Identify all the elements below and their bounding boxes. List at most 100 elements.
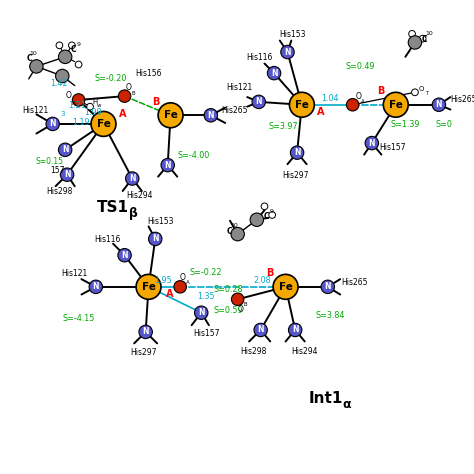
Circle shape bbox=[46, 117, 59, 131]
Text: His153: His153 bbox=[279, 30, 306, 39]
Text: His265: His265 bbox=[451, 95, 474, 104]
Text: B: B bbox=[131, 91, 135, 96]
Text: O: O bbox=[66, 91, 72, 100]
Circle shape bbox=[174, 281, 186, 293]
Circle shape bbox=[383, 92, 408, 117]
Text: C: C bbox=[264, 212, 269, 221]
Text: His157: His157 bbox=[193, 329, 219, 338]
Text: 9: 9 bbox=[77, 42, 81, 47]
Text: His294: His294 bbox=[292, 346, 318, 356]
Circle shape bbox=[91, 111, 116, 137]
Circle shape bbox=[289, 323, 302, 337]
Circle shape bbox=[139, 325, 152, 338]
Circle shape bbox=[89, 280, 102, 293]
Text: Int1: Int1 bbox=[309, 392, 343, 406]
Text: His153: His153 bbox=[147, 217, 173, 226]
Circle shape bbox=[56, 42, 63, 49]
Text: N: N bbox=[164, 161, 171, 170]
Text: S=0.59: S=0.59 bbox=[213, 306, 243, 315]
Text: S=-0.22: S=-0.22 bbox=[190, 268, 222, 277]
Text: Fe: Fe bbox=[389, 100, 403, 110]
Circle shape bbox=[126, 172, 139, 185]
Circle shape bbox=[136, 274, 161, 299]
Text: 10: 10 bbox=[230, 223, 237, 228]
Text: T: T bbox=[425, 91, 428, 96]
Text: 1.04: 1.04 bbox=[321, 93, 338, 102]
Text: N: N bbox=[284, 47, 291, 56]
Text: N: N bbox=[436, 100, 442, 109]
Text: N: N bbox=[152, 235, 158, 244]
Circle shape bbox=[161, 158, 174, 172]
Text: A: A bbox=[72, 101, 76, 106]
Text: 1.21: 1.21 bbox=[68, 101, 85, 110]
Circle shape bbox=[194, 306, 208, 319]
Text: B: B bbox=[153, 97, 160, 107]
Circle shape bbox=[148, 232, 162, 246]
Circle shape bbox=[118, 90, 131, 102]
Text: His298: His298 bbox=[240, 346, 266, 356]
Text: N: N bbox=[325, 283, 331, 292]
Text: C: C bbox=[422, 35, 428, 44]
Circle shape bbox=[365, 137, 379, 150]
Circle shape bbox=[267, 66, 281, 80]
Text: B: B bbox=[244, 301, 247, 307]
Text: S=3.84: S=3.84 bbox=[316, 311, 345, 320]
Text: 10: 10 bbox=[30, 52, 37, 56]
Text: N: N bbox=[92, 283, 99, 292]
Text: His298: His298 bbox=[46, 187, 73, 196]
Circle shape bbox=[269, 211, 275, 219]
Text: 2.08: 2.08 bbox=[254, 275, 272, 284]
Circle shape bbox=[419, 35, 426, 42]
Text: N: N bbox=[208, 111, 214, 120]
Text: S=0.49: S=0.49 bbox=[346, 62, 375, 71]
Text: N: N bbox=[142, 328, 149, 337]
Text: N: N bbox=[369, 138, 375, 147]
Text: TS1: TS1 bbox=[97, 200, 129, 215]
Circle shape bbox=[60, 168, 74, 182]
Text: N: N bbox=[198, 308, 204, 317]
Text: S=3.97: S=3.97 bbox=[269, 122, 299, 131]
Text: A: A bbox=[361, 100, 365, 104]
Text: N: N bbox=[294, 148, 301, 157]
Text: 1.95: 1.95 bbox=[154, 275, 172, 284]
Text: Fe: Fe bbox=[142, 282, 155, 292]
Text: O: O bbox=[126, 83, 131, 92]
Text: A: A bbox=[317, 108, 325, 118]
Text: Fe: Fe bbox=[164, 110, 178, 120]
Circle shape bbox=[158, 103, 183, 128]
Text: H: H bbox=[92, 99, 98, 105]
Circle shape bbox=[291, 146, 304, 159]
Circle shape bbox=[87, 103, 93, 110]
Circle shape bbox=[273, 274, 298, 299]
Text: His265: His265 bbox=[341, 278, 368, 287]
Text: His265: His265 bbox=[221, 106, 248, 115]
Text: His294: His294 bbox=[127, 191, 153, 201]
Text: His116: His116 bbox=[94, 236, 120, 245]
Text: 157: 157 bbox=[50, 166, 65, 175]
Text: N: N bbox=[257, 326, 264, 335]
Circle shape bbox=[118, 248, 131, 262]
Circle shape bbox=[346, 99, 359, 111]
Circle shape bbox=[55, 69, 69, 83]
Text: N: N bbox=[129, 174, 136, 183]
Circle shape bbox=[411, 89, 418, 96]
Text: N: N bbox=[49, 119, 56, 128]
Text: S=0: S=0 bbox=[435, 120, 452, 129]
Text: 10: 10 bbox=[426, 31, 433, 36]
Text: His297: His297 bbox=[282, 171, 309, 180]
Text: B: B bbox=[377, 86, 384, 96]
Text: His297: His297 bbox=[130, 348, 157, 357]
Text: A: A bbox=[166, 290, 173, 300]
Text: w: w bbox=[96, 103, 101, 108]
Text: S=-4.15: S=-4.15 bbox=[63, 314, 95, 323]
Text: 1.42: 1.42 bbox=[51, 79, 68, 88]
Circle shape bbox=[261, 203, 268, 210]
Text: O: O bbox=[419, 86, 424, 92]
Text: S=-0.20: S=-0.20 bbox=[94, 74, 127, 83]
Text: N: N bbox=[255, 97, 262, 106]
Text: His121: His121 bbox=[62, 269, 88, 278]
Text: C: C bbox=[27, 54, 33, 63]
Circle shape bbox=[252, 95, 265, 109]
Text: O: O bbox=[356, 91, 361, 100]
Text: O: O bbox=[237, 305, 244, 314]
